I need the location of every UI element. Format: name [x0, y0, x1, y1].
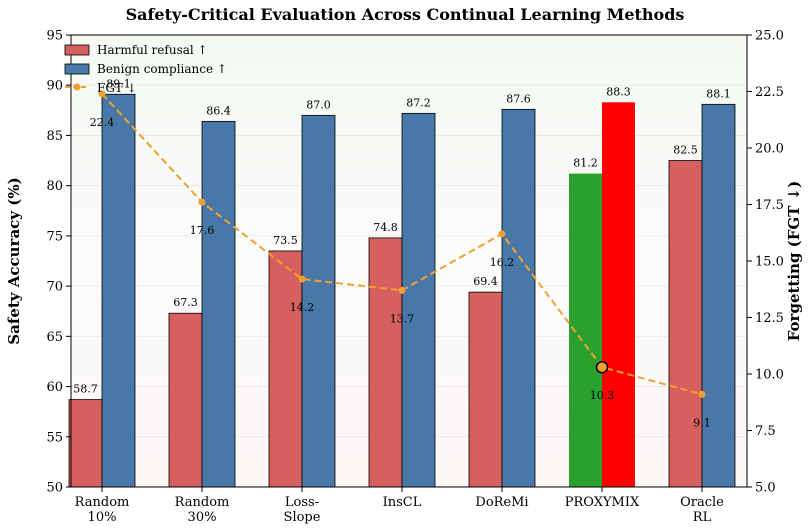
legend-label-harmful-refusal: Harmful refusal ↑: [97, 43, 208, 57]
x-tick-label-line: 30%: [188, 510, 217, 525]
data-label-harmful-refusal: 81.2: [573, 157, 598, 170]
bar-harmful-refusal: [668, 160, 703, 488]
bars: [68, 93, 736, 488]
bar-harmful-refusal: [68, 399, 103, 488]
x-tick-label-line: PROXYMIX: [565, 495, 640, 510]
y-right-tick-label: 22.5: [755, 85, 784, 100]
x-tick-label: Random 10%: [75, 495, 130, 525]
data-label-benign-compliance: 86.4: [206, 104, 231, 117]
x-tick-label-line: Loss-: [285, 495, 319, 510]
bar-benign-compliance: [201, 120, 236, 488]
data-label-fgt: 16.2: [490, 256, 515, 269]
x-tick-label-line: Random: [75, 495, 130, 510]
y-tick-label: 65: [46, 330, 63, 345]
bar-benign-compliance: [501, 108, 536, 488]
data-label-fgt: 14.2: [290, 301, 315, 314]
bar-benign-compliance: [701, 103, 736, 488]
data-label-fgt: 17.6: [190, 224, 215, 237]
y-tick-label: 90: [46, 79, 63, 94]
bar-harmful-refusal: [468, 291, 503, 488]
y-tick-label: 75: [46, 229, 63, 244]
y-axis-label: Safety Accuracy (%): [5, 177, 23, 344]
y-right-tick-label: 12.5: [755, 311, 784, 326]
data-label-benign-compliance: 87.2: [406, 96, 431, 109]
legend: Harmful refusal ↑ Benign compliance ↑ FG…: [64, 43, 227, 95]
legend-label-fgt: FGT ↓: [97, 81, 137, 95]
data-label-benign-compliance: 88.1: [706, 87, 731, 100]
legend-swatch-harmful-refusal: [64, 44, 90, 56]
fgt-point: [595, 360, 609, 374]
x-tick-label-line: Oracle: [680, 495, 724, 510]
y-tick-label: 55: [46, 430, 63, 445]
y-tick-label: 50: [46, 481, 63, 496]
y-right-tick-label: 5.0: [755, 481, 776, 496]
data-label-benign-compliance: 88.3: [606, 85, 631, 98]
data-labels: 58.7 67.3 73.5 74.8 69.4 81.2 82.5 89.1 86.4 87.0…: [73, 77, 731, 429]
bar-harmful-refusal: [368, 237, 403, 488]
x-tick-label: DoReMi: [475, 495, 528, 510]
legend-swatch-benign-compliance: [64, 63, 90, 75]
fgt-point: [498, 230, 506, 238]
data-label-fgt: 9.1: [693, 416, 711, 429]
x-tick-label: Loss-Slope: [284, 495, 321, 525]
x-tick-label: Oracle RL: [680, 495, 724, 525]
fgt-point: [98, 90, 106, 98]
y-right-tick-label: 17.5: [755, 198, 784, 213]
data-label-harmful-refusal: 82.5: [673, 144, 698, 157]
bar-harmful-refusal: [168, 312, 203, 488]
x-tick-label: InsCL: [383, 495, 422, 510]
data-label-fgt: 22.4: [90, 116, 115, 129]
fgt-point: [198, 198, 206, 206]
data-label-harmful-refusal: 67.3: [173, 296, 198, 309]
y-right-tick-label: 20.0: [755, 142, 784, 157]
x-tick-label-line: 10%: [88, 510, 117, 525]
x-tick-label-line: InsCL: [383, 495, 422, 510]
bar-benign-compliance: [101, 93, 136, 488]
y-right-tick-label: 7.5: [755, 424, 776, 439]
y-right-tick-label: 10.0: [755, 368, 784, 383]
data-label-benign-compliance: 87.0: [306, 98, 331, 111]
data-label-harmful-refusal: 58.7: [73, 383, 98, 396]
axes: 50 55 60 65 70 75 80 85 90 95 5.0 7.5 10.0 12.5 15.0 17…: [46, 29, 784, 526]
data-label-fgt: 13.7: [390, 312, 415, 325]
data-label-benign-compliance: 87.6: [506, 92, 531, 105]
y-tick-label: 70: [46, 280, 63, 295]
y-right-tick-label: 15.0: [755, 255, 784, 270]
y-tick-label: 60: [46, 380, 63, 395]
x-tick-label: Random 30%: [175, 495, 230, 525]
bar-benign-compliance: [301, 114, 336, 488]
x-tick-label-line: Slope: [284, 510, 321, 525]
fgt-line: [98, 90, 706, 398]
fgt-point: [698, 390, 706, 398]
y-axis-label-right: Forgetting (FGT ↓): [785, 181, 803, 342]
y-tick-label: 95: [46, 29, 63, 44]
y-tick-label: 85: [46, 129, 63, 144]
y-right-tick-label: 25.0: [755, 29, 784, 44]
legend-label-benign-compliance: Benign compliance ↑: [97, 62, 227, 76]
data-label-fgt: 10.3: [590, 389, 615, 402]
x-tick-label-line: Random: [175, 495, 230, 510]
fgt-point: [398, 286, 406, 294]
data-label-harmful-refusal: 74.8: [373, 221, 398, 234]
x-tick-label: PROXYMIX: [565, 495, 640, 510]
data-label-harmful-refusal: 73.5: [273, 234, 298, 247]
data-label-benign-compliance: 89.1: [106, 77, 131, 90]
y-tick-label: 80: [46, 179, 63, 194]
x-tick-label-line: RL: [693, 510, 712, 525]
legend-marker-fgt: [73, 83, 81, 91]
data-label-harmful-refusal: 69.4: [473, 275, 498, 288]
chart-title: Safety-Critical Evaluation Across Contin…: [126, 5, 685, 24]
bar-benign-compliance: [401, 112, 436, 488]
bar-benign-compliance: [602, 102, 635, 487]
bar-harmful-refusal: [268, 250, 303, 488]
fgt-point: [298, 275, 306, 283]
x-tick-label-line: DoReMi: [475, 495, 528, 510]
